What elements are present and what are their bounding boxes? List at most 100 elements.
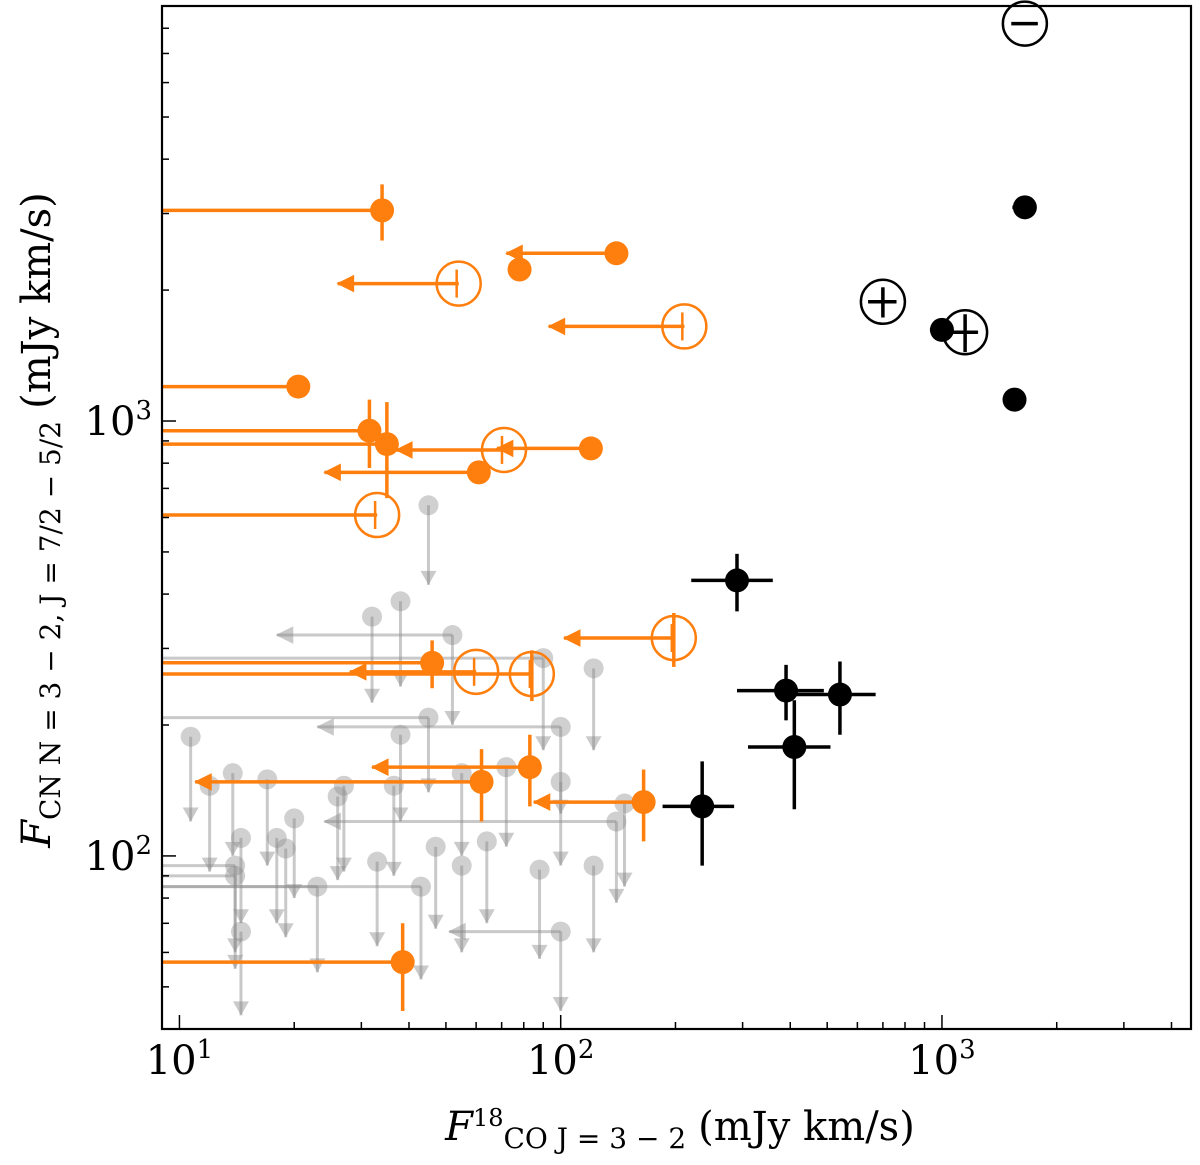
data-marker-ghost — [275, 838, 296, 859]
y-limit-arrow — [392, 807, 409, 822]
data-marker — [286, 374, 311, 399]
x-limit-arrow — [370, 758, 389, 776]
data-marker — [827, 682, 852, 707]
x-tick-label: 101 — [146, 1035, 213, 1084]
limit-arrowhead — [552, 996, 569, 1011]
black_open-point — [1001, 0, 1049, 47]
limit-arrowhead — [286, 884, 303, 899]
y-limit-arrow — [268, 909, 285, 924]
y-limit-arrow — [552, 996, 569, 1011]
data-marker — [724, 568, 749, 593]
limit-arrowhead — [420, 570, 437, 585]
limit-arrowhead — [412, 965, 429, 980]
limit-arrowhead — [585, 736, 602, 751]
grey_upper_limits-point — [550, 771, 571, 866]
grey_upper_limits-point — [390, 591, 411, 687]
data-marker-ghost — [266, 827, 287, 848]
limit-arrowhead — [316, 718, 334, 736]
data-marker — [774, 678, 799, 703]
grey_upper_limits-point — [230, 827, 251, 924]
y-axis-label-units: (mJy km/s) — [14, 192, 60, 409]
limit-arrowhead — [227, 938, 244, 953]
data-marker-ghost — [418, 495, 439, 516]
grey_upper_limits-point — [529, 859, 550, 959]
plot-frame — [160, 4, 1193, 1031]
orange_open-point — [336, 260, 482, 307]
limit-arrowhead — [329, 866, 346, 881]
y-limit-arrow — [585, 938, 602, 953]
black_filled-point — [662, 761, 735, 866]
orange_open-point — [162, 650, 556, 702]
black_filled-point — [1012, 195, 1037, 220]
grey_upper_limits-point — [275, 625, 463, 726]
y-axis-label-sub: CN N = 3 − 2, J = 7/2 − 5/2 — [34, 421, 67, 820]
limit-arrowhead — [498, 832, 515, 847]
grey_upper_limits-point — [284, 808, 305, 899]
limit-arrowhead — [478, 909, 495, 924]
limit-arrowhead — [394, 441, 413, 459]
limit-arrowhead — [495, 439, 514, 458]
grey_upper_limits-point — [448, 921, 571, 1011]
x-limit-arrow — [316, 718, 334, 736]
limit-arrowhead — [194, 773, 212, 791]
data-marker-ghost — [410, 876, 431, 897]
y-limit-arrow — [329, 866, 346, 881]
grey_upper_limits-point — [275, 838, 296, 938]
limit-arrowhead — [453, 841, 470, 856]
x-limit-arrow — [562, 629, 581, 647]
orange_filled-point — [370, 734, 542, 807]
data-marker-ghost — [367, 851, 388, 872]
x-limit-arrow — [505, 244, 523, 263]
y-axis-label: FCN N = 3 − 2, J = 7/2 − 5/2 (mJy km/s) — [14, 192, 67, 849]
data-marker — [929, 317, 954, 342]
limit-arrowhead — [369, 932, 386, 947]
data-marker — [517, 755, 542, 780]
limit-arrowhead — [608, 888, 625, 903]
x-axis-label-sup: 18 — [473, 1104, 504, 1132]
grey_upper_limits-point — [199, 775, 220, 872]
orange_filled-point — [194, 749, 494, 822]
x-tick-label: 103 — [908, 1035, 975, 1084]
y-limit-arrow — [453, 841, 470, 856]
grey_upper_limits-point — [257, 769, 278, 866]
data-marker-ghost — [606, 811, 627, 832]
data-marker-ghost — [225, 855, 246, 876]
orange_filled-point — [323, 460, 491, 485]
data-marker-ghost — [550, 771, 571, 792]
orange_filled-point — [505, 241, 629, 266]
y-limit-arrow — [364, 688, 381, 703]
black_filled-point — [691, 553, 773, 612]
orange_open-point — [547, 303, 708, 350]
data-marker-ghost — [327, 786, 348, 807]
limit-arrowhead — [448, 922, 466, 941]
y-limit-arrow — [608, 888, 625, 903]
y-limit-arrow — [201, 857, 218, 872]
data-marker-open — [859, 278, 907, 326]
data-marker — [782, 735, 807, 760]
grey_upper_limits-point — [496, 757, 517, 847]
y-limit-arrow — [369, 932, 386, 947]
grey_upper_limits-point — [583, 658, 604, 751]
limit-arrowhead — [370, 758, 389, 776]
y-limit-arrow — [392, 672, 409, 687]
limit-arrowhead — [268, 909, 285, 924]
y-limit-arrow — [478, 909, 495, 924]
limit-arrowhead — [547, 317, 566, 336]
y-limit-arrow — [335, 857, 352, 872]
grey_upper_limits-point — [583, 855, 604, 953]
black_filled-point — [929, 317, 954, 342]
data-marker — [357, 418, 382, 443]
limit-arrowhead — [552, 851, 569, 866]
y-limit-arrow — [227, 938, 244, 953]
data-marker — [690, 794, 715, 819]
data-marker-ghost — [529, 859, 550, 880]
limit-arrowhead — [336, 274, 355, 293]
limit-arrowhead — [275, 626, 294, 644]
black_open-point — [859, 278, 907, 326]
limit-arrowhead — [505, 244, 523, 263]
limit-arrowhead — [232, 909, 249, 924]
limit-arrowhead — [277, 923, 294, 938]
data-marker — [390, 950, 415, 975]
